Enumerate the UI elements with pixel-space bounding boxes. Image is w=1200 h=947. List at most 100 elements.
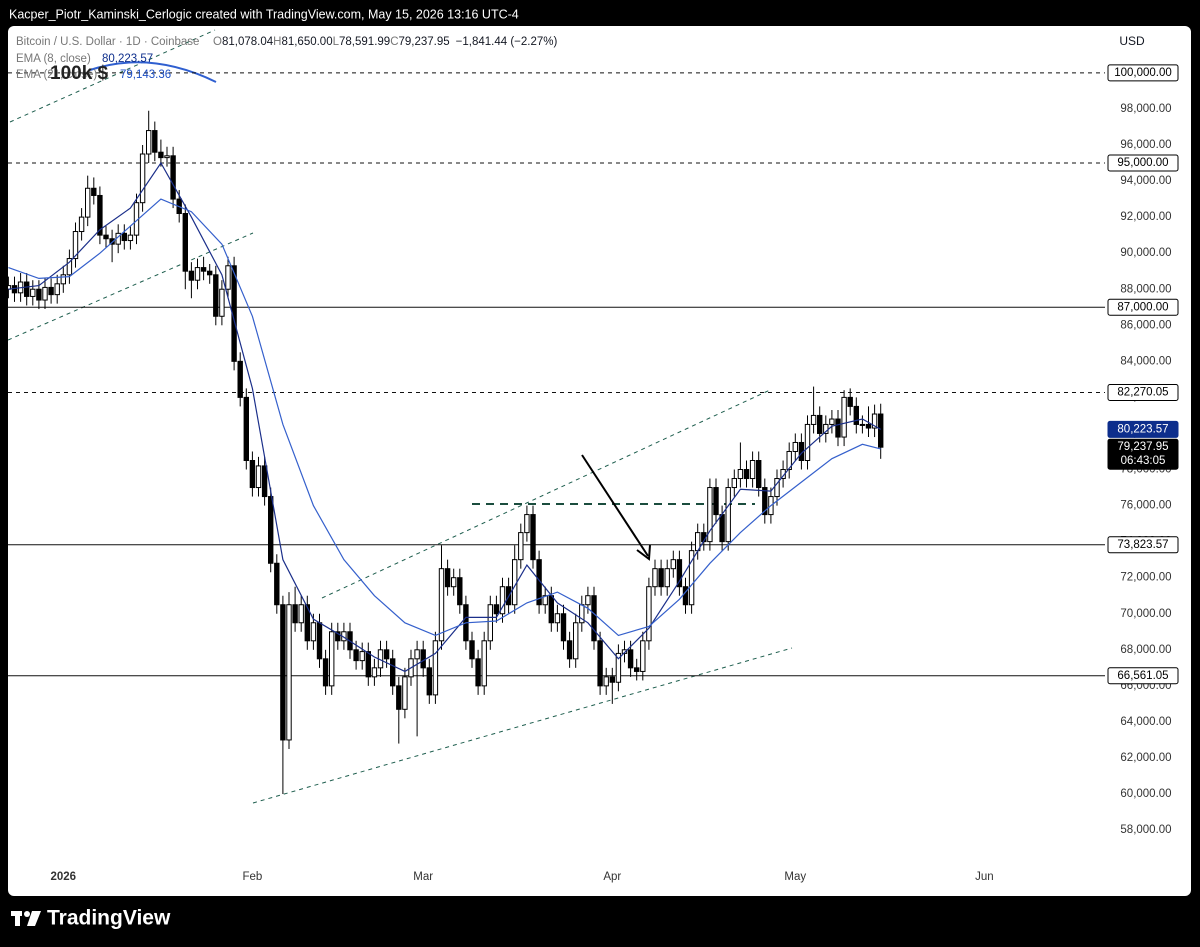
candle-body	[664, 568, 670, 588]
ema-legend-value: 79,143.36	[120, 69, 171, 81]
y-tick-label: 90,000.00	[1120, 247, 1171, 259]
logo-shape	[15, 911, 20, 926]
candle-body	[249, 460, 256, 489]
candle-body	[329, 631, 335, 687]
level-label-box	[1107, 667, 1179, 685]
ohlc-prefix: O	[213, 36, 222, 48]
candle-body	[139, 153, 146, 204]
currency[interactable]: USD	[1119, 34, 1145, 48]
candle-body	[322, 658, 329, 687]
candle-body	[255, 465, 262, 489]
candle-body	[554, 613, 561, 624]
candle-body	[597, 640, 603, 687]
candle-body	[8, 285, 12, 290]
candle-body	[688, 550, 695, 606]
candle-body	[804, 423, 811, 461]
candle-body	[847, 396, 853, 407]
candle-body	[841, 396, 847, 438]
candle-body	[859, 423, 866, 426]
ohlc-change: −1,841.44 (−2.27%)	[456, 36, 558, 48]
level-label: 95,000.00	[1117, 157, 1168, 169]
candle-body	[85, 187, 91, 218]
candle-body	[774, 478, 780, 498]
candle-body	[640, 640, 646, 672]
candle-body	[371, 667, 378, 678]
candle-body	[548, 595, 554, 624]
candle-body	[200, 267, 207, 272]
candle-body	[97, 194, 103, 236]
y-tick-label: 58,000.00	[1120, 824, 1171, 836]
candle-body	[871, 413, 878, 429]
ohlc-value: 81,650.00	[281, 36, 332, 48]
y-tick-label: 92,000.00	[1120, 211, 1171, 223]
candle-body	[103, 234, 109, 240]
candle-body	[127, 234, 134, 242]
y-tick-label: 86,000.00	[1120, 319, 1171, 331]
drawn-curve	[89, 61, 217, 83]
candle-body	[609, 676, 615, 683]
candle-body	[54, 283, 60, 296]
axes: 58,000.0060,000.0062,000.0064,000.0066,0…	[51, 64, 1179, 883]
ohlc-value: 79,237.95	[399, 36, 450, 48]
attribution: Kacper_Piotr_Kaminski_Cerlogic created w…	[9, 7, 519, 21]
logo: TradingView	[11, 907, 171, 930]
candle-body	[451, 577, 457, 588]
x-tick-label: Jun	[975, 871, 994, 883]
arrow-head	[636, 544, 651, 561]
candle-body	[634, 667, 640, 672]
candle-body	[560, 613, 567, 642]
chart-panel	[8, 26, 1191, 896]
candle-body	[42, 286, 48, 301]
candle-body	[207, 270, 213, 276]
candle-body	[66, 258, 73, 276]
candle-body	[658, 568, 664, 588]
y-tick-label: 68,000.00	[1120, 644, 1171, 656]
candle-body	[30, 288, 36, 297]
annotation: 100k $	[50, 63, 109, 84]
candle-body	[810, 414, 817, 425]
candle-body	[469, 640, 475, 660]
candle-body	[499, 586, 506, 615]
candle-body	[219, 288, 225, 317]
last-price-tag: 79,237.95	[1117, 441, 1168, 453]
candle-body	[749, 460, 756, 480]
candle-body	[194, 267, 201, 281]
level-label: 100,000.00	[1114, 67, 1172, 79]
candle-body	[353, 649, 359, 662]
candle-body	[670, 559, 676, 570]
candle-body	[396, 685, 402, 710]
level-label-box	[1107, 154, 1179, 172]
candle-body	[591, 595, 597, 642]
candle-body	[493, 604, 500, 615]
candle-body	[72, 231, 79, 260]
currency-button[interactable]	[1110, 30, 1166, 54]
candle-body	[48, 286, 54, 296]
candle-body	[762, 487, 768, 516]
ema-legend: EMA (8, close)	[16, 53, 91, 65]
candle-body	[335, 631, 341, 642]
candle-body	[573, 622, 579, 660]
level-label: 82,270.05	[1117, 387, 1168, 399]
y-tick-label: 98,000.00	[1120, 103, 1171, 115]
candle-body	[792, 441, 798, 452]
ohlc: O81,078.04H81,650.00L78,591.99C79,237.95…	[213, 36, 558, 48]
candle-body	[60, 274, 66, 285]
candle-body	[286, 604, 292, 741]
candle-body	[615, 652, 622, 683]
candle-body	[188, 270, 195, 281]
levels	[8, 72, 1105, 677]
candle-body	[603, 676, 609, 687]
candle-body	[359, 651, 365, 662]
candle-body	[310, 622, 317, 642]
candle-body	[518, 532, 524, 561]
y-tick-label: 64,000.00	[1120, 716, 1171, 728]
candle-body	[542, 595, 548, 606]
candle-body	[225, 265, 231, 290]
candle-body	[737, 469, 744, 480]
candle-body	[402, 676, 408, 710]
symbol: Bitcoin / U.S. Dollar · 1D · Coinbase	[16, 36, 199, 48]
level-label-box	[1107, 536, 1179, 554]
level-label-box	[1107, 298, 1179, 316]
candle-body	[280, 604, 286, 741]
